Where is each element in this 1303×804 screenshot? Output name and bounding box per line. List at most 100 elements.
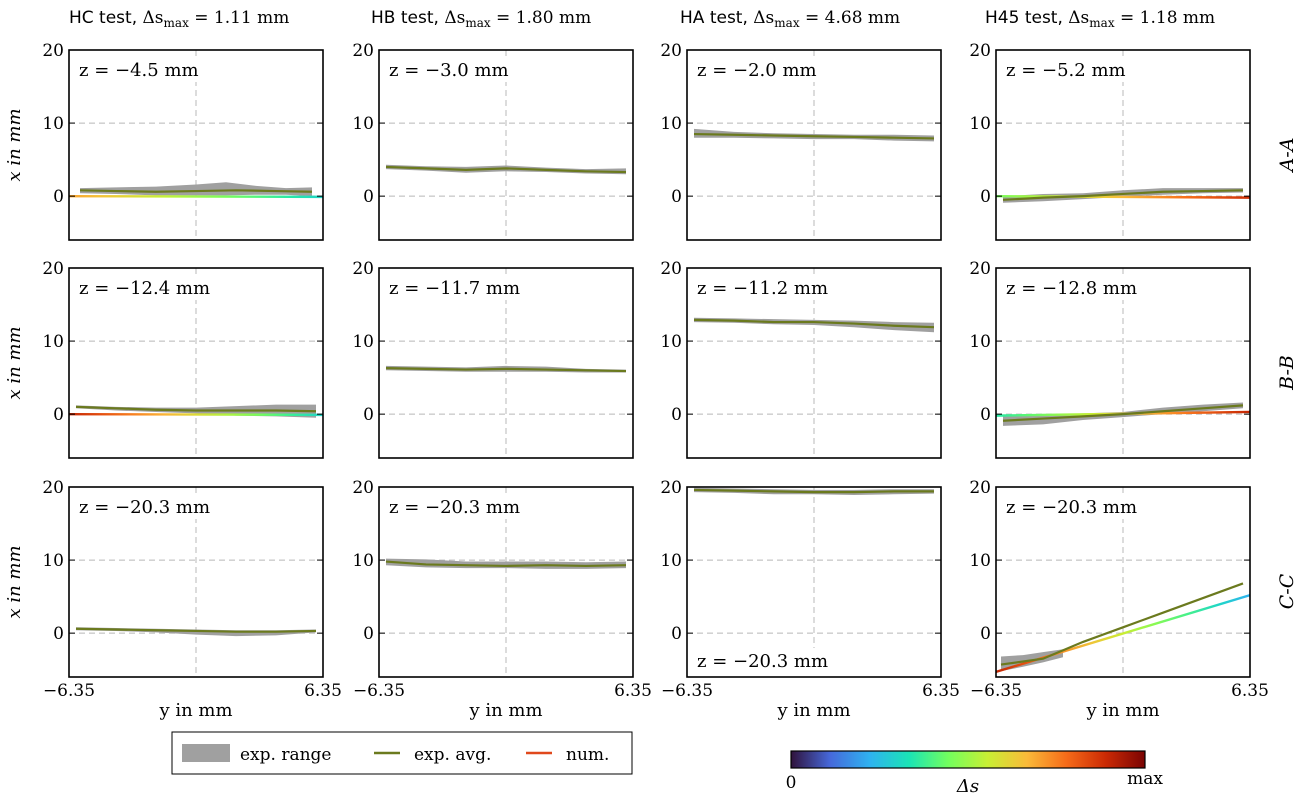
exp-avg-line bbox=[1002, 404, 1244, 422]
column-title-delta: Δs bbox=[753, 8, 774, 28]
y-tick-label: 20 bbox=[660, 478, 682, 498]
column-title-test: HA test, bbox=[680, 8, 753, 28]
y-tick-label: 0 bbox=[363, 187, 374, 207]
column-title-test: H45 test, bbox=[985, 8, 1068, 28]
exp-avg-line bbox=[385, 560, 627, 568]
z-label-background bbox=[1002, 494, 1142, 519]
subplot-plot-area bbox=[996, 582, 1250, 674]
subplot-A-A-H45: 0 10 20 z = −5.2 mm bbox=[969, 41, 1251, 241]
y-tick-label: 0 bbox=[363, 405, 374, 425]
z-label: z = −3.0 mm bbox=[389, 60, 509, 81]
column-title-test: HB test, bbox=[371, 8, 444, 28]
x-tick-label: −6.35 bbox=[970, 681, 1022, 701]
subplot-plot-area bbox=[996, 188, 1250, 203]
column-title-delta: Δs bbox=[444, 8, 465, 28]
subplot-plot-area bbox=[379, 157, 633, 175]
subplot-frame bbox=[68, 49, 324, 241]
colorbar-min-label: 0 bbox=[786, 773, 797, 793]
x-axis-label: y in mm bbox=[468, 700, 542, 721]
num-line bbox=[69, 194, 323, 199]
subplot-A-A-HB: 0 10 20 z = −3.0 mm bbox=[352, 41, 634, 241]
z-label-background bbox=[385, 494, 525, 519]
subplot-frame bbox=[378, 486, 634, 678]
column-title-sub: max bbox=[774, 16, 800, 30]
row-label: C-C bbox=[1276, 573, 1298, 609]
exp-range-band bbox=[80, 182, 312, 197]
subplot-frame bbox=[378, 267, 634, 459]
z-label-background bbox=[693, 648, 833, 673]
y-tick-label: 20 bbox=[42, 259, 64, 279]
y-tick-label: 10 bbox=[42, 551, 64, 571]
subplot-plot-area bbox=[379, 558, 633, 569]
subplot-frame bbox=[995, 267, 1251, 459]
z-label-background bbox=[75, 275, 215, 300]
y-tick-label: 10 bbox=[352, 551, 374, 571]
subplot-C-C-HB: 0 10 20 −6.35 6.35 y in mm z = −20.3 mm bbox=[352, 478, 652, 721]
exp-avg-line bbox=[693, 488, 934, 494]
x-tick-label: −6.35 bbox=[353, 681, 405, 701]
colorbar-label: Δs bbox=[956, 776, 979, 797]
z-label: z = −20.3 mm bbox=[79, 497, 210, 518]
exp-avg-line bbox=[75, 627, 317, 633]
z-label: z = −20.3 mm bbox=[697, 651, 828, 672]
subplot-plot-area bbox=[996, 402, 1250, 426]
colorbar: 0 Δs max bbox=[786, 750, 1163, 797]
column-title-value: = 1.80 mm bbox=[491, 8, 592, 28]
y-tick-label: 10 bbox=[660, 114, 682, 134]
exp-avg-line bbox=[385, 367, 627, 373]
z-label-background bbox=[385, 57, 513, 82]
y-axis-label: x in mm bbox=[4, 108, 25, 181]
x-tick-label: 6.35 bbox=[1231, 681, 1269, 701]
column-title-sub: max bbox=[1089, 16, 1115, 30]
subplot-frame bbox=[995, 49, 1251, 241]
subplot-frame bbox=[68, 267, 324, 459]
column-title: HC test, Δsmax = 1.11 mm bbox=[69, 8, 289, 30]
column-title-value: = 4.68 mm bbox=[800, 8, 901, 28]
colorbar-bar bbox=[790, 750, 1146, 769]
y-tick-label: 0 bbox=[980, 187, 991, 207]
subplot-frame bbox=[686, 486, 942, 678]
z-label-background bbox=[385, 275, 525, 300]
subplot-B-B-H45: 0 10 20 z = −12.8 mm bbox=[969, 259, 1251, 459]
subplot-B-B-HB: 0 10 20 z = −11.7 mm bbox=[352, 259, 634, 459]
subplot-frame bbox=[68, 486, 324, 678]
z-label: z = −2.0 mm bbox=[697, 60, 817, 81]
column-title: HB test, Δsmax = 1.80 mm bbox=[371, 8, 591, 30]
y-tick-label: 0 bbox=[53, 405, 64, 425]
subplot-A-A-HA: 0 10 20 z = −2.0 mm bbox=[660, 41, 942, 241]
column-title-delta: Δs bbox=[1068, 8, 1089, 28]
column-title: H45 test, Δsmax = 1.18 mm bbox=[985, 8, 1215, 30]
z-label-background bbox=[693, 275, 833, 300]
column-title-value: = 1.11 mm bbox=[189, 8, 290, 28]
subplot-B-B-HC: 0 10 20 x in mm z = −12.4 mm bbox=[4, 259, 324, 459]
legend-range-label: exp. range bbox=[240, 745, 332, 765]
legend-num-label: num. bbox=[566, 745, 609, 765]
y-axis-label: x in mm bbox=[4, 545, 25, 618]
y-tick-label: 10 bbox=[969, 332, 991, 352]
x-axis-label: y in mm bbox=[1085, 700, 1159, 721]
y-tick-label: 0 bbox=[980, 405, 991, 425]
legend-range-swatch bbox=[182, 744, 230, 762]
x-tick-label: 6.35 bbox=[922, 681, 960, 701]
y-tick-label: 0 bbox=[671, 624, 682, 644]
y-tick-label: 20 bbox=[352, 259, 374, 279]
y-tick-label: 20 bbox=[352, 478, 374, 498]
legend-avg-label: exp. avg. bbox=[414, 745, 491, 765]
y-tick-label: 10 bbox=[969, 551, 991, 571]
x-axis-label: y in mm bbox=[158, 700, 232, 721]
subplot-plot-area bbox=[69, 627, 323, 637]
column-title-sub: max bbox=[465, 16, 491, 30]
y-tick-label: 10 bbox=[969, 114, 991, 134]
row-label: A-A bbox=[1276, 138, 1298, 174]
subplot-plot-area bbox=[379, 358, 633, 373]
x-tick-label: −6.35 bbox=[43, 681, 95, 701]
x-tick-label: −6.35 bbox=[661, 681, 713, 701]
subplot-frame bbox=[995, 486, 1251, 678]
y-tick-label: 10 bbox=[352, 114, 374, 134]
exp-avg-line bbox=[1000, 582, 1244, 666]
subplot-frame bbox=[378, 49, 634, 241]
column-title-delta: Δs bbox=[143, 8, 164, 28]
z-label: z = −20.3 mm bbox=[1006, 497, 1137, 518]
colorbar-max-label: max bbox=[1127, 769, 1163, 789]
legend: exp. range exp. avg. num. bbox=[171, 731, 633, 775]
